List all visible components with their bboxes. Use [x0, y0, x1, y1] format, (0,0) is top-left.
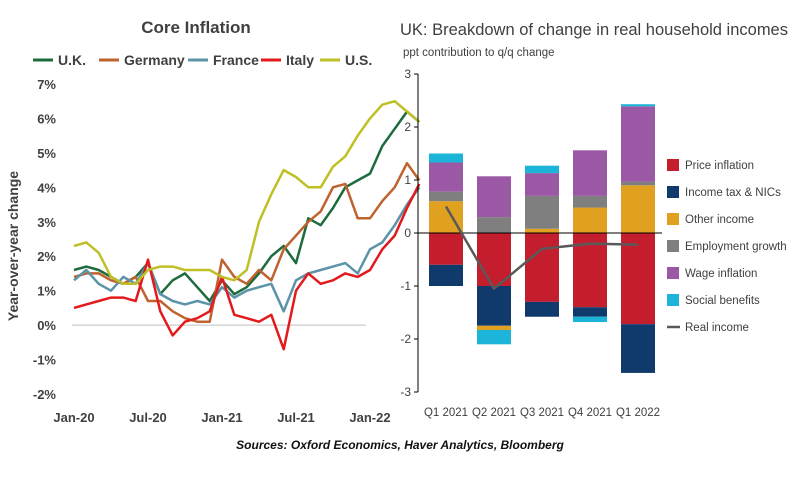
- bar-segment-price-inflation: [477, 233, 511, 286]
- legend-label: France: [213, 52, 259, 68]
- core-inflation-chart: Core Inflation U.K. Germany France Italy U.S…: [5, 18, 421, 425]
- left-y-tick-label: -2%: [33, 387, 57, 402]
- bar-segment-income-tax-nics: [621, 324, 655, 373]
- right-y-tick-label: 1: [404, 173, 411, 187]
- right-y-axis: -3 -2 -1 0 1 2 3: [400, 67, 418, 399]
- bar-segment-wage-inflation: [429, 162, 463, 192]
- bar-segment-social-benefits: [621, 104, 655, 107]
- bar-segment-wage-inflation: [477, 176, 511, 218]
- right-x-tick-label: Q4 2021: [568, 407, 612, 419]
- legend-swatch: [667, 294, 679, 306]
- legend-swatch: [667, 159, 679, 171]
- legend-label: Real income: [685, 322, 749, 334]
- bar-segment-employment-growth: [621, 181, 655, 186]
- bar-segment-wage-inflation: [573, 150, 607, 196]
- bar-segment-other-income: [477, 325, 511, 330]
- bar-segment-other-income: [621, 185, 655, 233]
- legend-label: Social benefits: [685, 295, 760, 307]
- legend-swatch: [667, 267, 679, 279]
- bar-segment-employment-growth: [477, 217, 511, 233]
- left-y-axis-label: Year-over-year change: [5, 171, 21, 321]
- bar-segment-wage-inflation: [525, 173, 559, 196]
- bar-segment-social-benefits: [573, 316, 607, 323]
- right-legend: Price inflation Income tax & NICs Other in…: [667, 159, 787, 334]
- real-income-line: [444, 205, 639, 290]
- left-y-axis: -2% -1% 0% 1% 2% 3% 4% 5% 6% 7%: [33, 77, 57, 402]
- left-x-tick-label: Jul-20: [129, 410, 167, 425]
- bar-segment-income-tax-nics: [477, 286, 511, 326]
- right-y-tick-label: 2: [404, 120, 411, 134]
- left-y-tick-label: 4%: [37, 180, 56, 195]
- bar-segment-other-income: [573, 207, 607, 233]
- bar-segment-income-tax-nics: [429, 264, 463, 286]
- bar-segment-price-inflation: [429, 233, 463, 265]
- legend-swatch: [667, 213, 679, 225]
- right-x-axis: Q1 2021 Q2 2021 Q3 2021 Q4 2021 Q1 2022: [424, 407, 660, 419]
- legend-label: Germany: [124, 52, 185, 68]
- right-chart-title: UK: Breakdown of change in real househol…: [400, 21, 788, 39]
- left-x-tick-label: Jan-22: [349, 410, 390, 425]
- left-y-tick-label: 0%: [37, 318, 56, 333]
- bar-segment-price-inflation: [525, 233, 559, 302]
- right-stacked-bars: [429, 104, 655, 373]
- series-line-us: [73, 99, 421, 286]
- bar-segment-employment-growth: [573, 195, 607, 208]
- series-line-germany: [73, 161, 421, 323]
- left-y-tick-label: 1%: [37, 284, 56, 299]
- legend-label: Other income: [685, 214, 754, 226]
- left-y-tick-label: 6%: [37, 111, 56, 126]
- bar-segment-social-benefits: [429, 153, 463, 163]
- right-y-tick-label: -1: [400, 279, 411, 293]
- left-x-tick-label: Jul-21: [277, 410, 315, 425]
- legend-label: Employment growth: [685, 241, 787, 253]
- bar-segment-other-income: [525, 228, 559, 233]
- bar-segment-price-inflation: [621, 233, 655, 325]
- right-y-tick-label: -2: [400, 332, 411, 346]
- right-y-tick-label: 0: [404, 226, 411, 240]
- bar-segment-income-tax-nics: [525, 301, 559, 317]
- left-y-tick-label: 2%: [37, 249, 56, 264]
- legend-label: Income tax & NICs: [685, 187, 781, 199]
- legend-label: Price inflation: [685, 160, 754, 172]
- legend-label: U.K.: [58, 52, 86, 68]
- bar-segment-employment-growth: [429, 191, 463, 202]
- series-line-france: [73, 186, 421, 313]
- left-y-tick-label: 7%: [37, 77, 56, 92]
- legend-label: Italy: [286, 52, 314, 68]
- right-chart-subtitle: ppt contribution to q/q change: [403, 47, 555, 59]
- series-line-italy: [73, 183, 421, 351]
- bar-segment-wage-inflation: [621, 106, 655, 182]
- left-y-tick-label: 3%: [37, 215, 56, 230]
- left-series-lines: [73, 99, 421, 351]
- right-y-tick-label: -3: [400, 385, 411, 399]
- left-x-tick-label: Jan-21: [201, 410, 242, 425]
- left-y-tick-label: 5%: [37, 146, 56, 161]
- left-x-axis: Jan-20 Jul-20 Jan-21 Jul-21 Jan-22: [53, 410, 390, 425]
- right-x-tick-label: Q1 2021: [424, 407, 468, 419]
- bar-segment-social-benefits: [477, 329, 511, 345]
- legend-swatch: [667, 240, 679, 252]
- bar-segment-employment-growth: [525, 195, 559, 229]
- legend-swatch: [667, 186, 679, 198]
- legend-label: U.S.: [345, 52, 372, 68]
- bar-segment-income-tax-nics: [573, 307, 607, 317]
- right-y-tick-label: 3: [404, 67, 411, 81]
- left-legend: U.K. Germany France Italy U.S.: [33, 52, 372, 68]
- household-income-chart: UK: Breakdown of change in real househol…: [400, 21, 788, 419]
- real-income-polyline: [444, 205, 639, 290]
- legend-label: Wage inflation: [685, 268, 757, 280]
- left-x-tick-label: Jan-20: [53, 410, 94, 425]
- source-note: Sources: Oxford Economics, Haver Analyti…: [236, 438, 564, 452]
- right-x-tick-label: Q3 2021: [520, 407, 564, 419]
- right-x-tick-label: Q2 2021: [472, 407, 516, 419]
- left-y-tick-label: -1%: [33, 353, 57, 368]
- bar-segment-social-benefits: [525, 165, 559, 174]
- right-x-tick-label: Q1 2022: [616, 407, 660, 419]
- left-chart-title: Core Inflation: [141, 18, 251, 37]
